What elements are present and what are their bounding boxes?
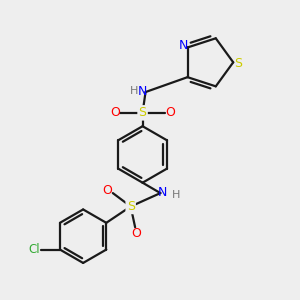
Text: Cl: Cl <box>28 243 40 256</box>
Text: S: S <box>234 57 242 70</box>
Text: O: O <box>132 227 142 240</box>
Text: O: O <box>102 184 112 196</box>
Text: O: O <box>165 106 175 119</box>
Text: S: S <box>127 200 135 213</box>
Text: N: N <box>137 85 147 98</box>
Text: N: N <box>158 186 167 199</box>
Text: H: H <box>172 190 180 200</box>
Text: H: H <box>130 85 138 96</box>
Text: O: O <box>110 106 120 119</box>
Text: S: S <box>139 106 147 119</box>
Text: N: N <box>179 39 188 52</box>
